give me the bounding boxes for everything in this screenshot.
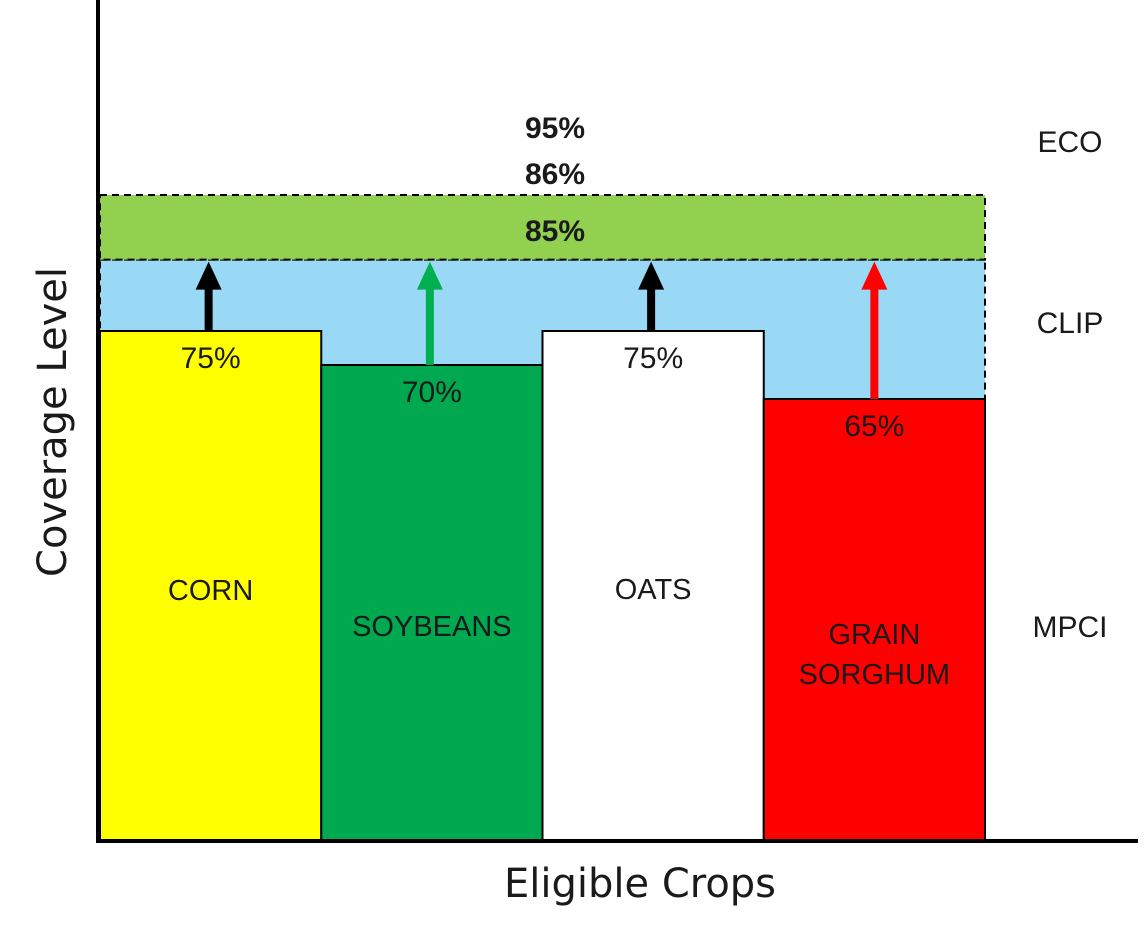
coverage-arrows [195,261,888,399]
crop-bars [99,330,986,842]
arrow-head-soybeans [416,261,443,290]
eco-level-label: 86% [525,158,585,191]
eco-level-label: 95% [525,112,585,145]
category-label-soybeans: SOYBEANS [352,611,512,643]
category-label-corn: CORN [168,575,253,607]
tier-label-clip: CLIP [1037,307,1104,340]
value-label-corn: 75% [181,342,241,375]
x-axis-title: Eligible Crops [504,861,776,907]
bar-oats [541,330,765,842]
arrow-head-grain-sorghum [861,261,888,290]
clip-level-label: 85% [525,215,585,248]
tier-label-eco: ECO [1037,126,1102,159]
value-label-soybeans: 70% [402,376,462,409]
value-label-oats: 75% [623,342,683,375]
bar-soybeans [320,364,544,842]
chart-labels: 95% 86% 85% 75% CORN 70% SOYBEANS 75% OATS 65% GRA… [168,112,1108,691]
y-axis-title: Coverage Level [30,267,76,577]
value-label-grain-sorghum: 65% [844,410,904,443]
arrow-head-oats [638,261,665,290]
eco-band [99,194,986,261]
category-label-grain-sorghum: GRAIN SORGHUM [799,619,950,691]
tier-label-mpci: MPCI [1033,611,1108,644]
category-label-oats: OATS [615,574,692,606]
arrow-head-corn [195,261,222,290]
